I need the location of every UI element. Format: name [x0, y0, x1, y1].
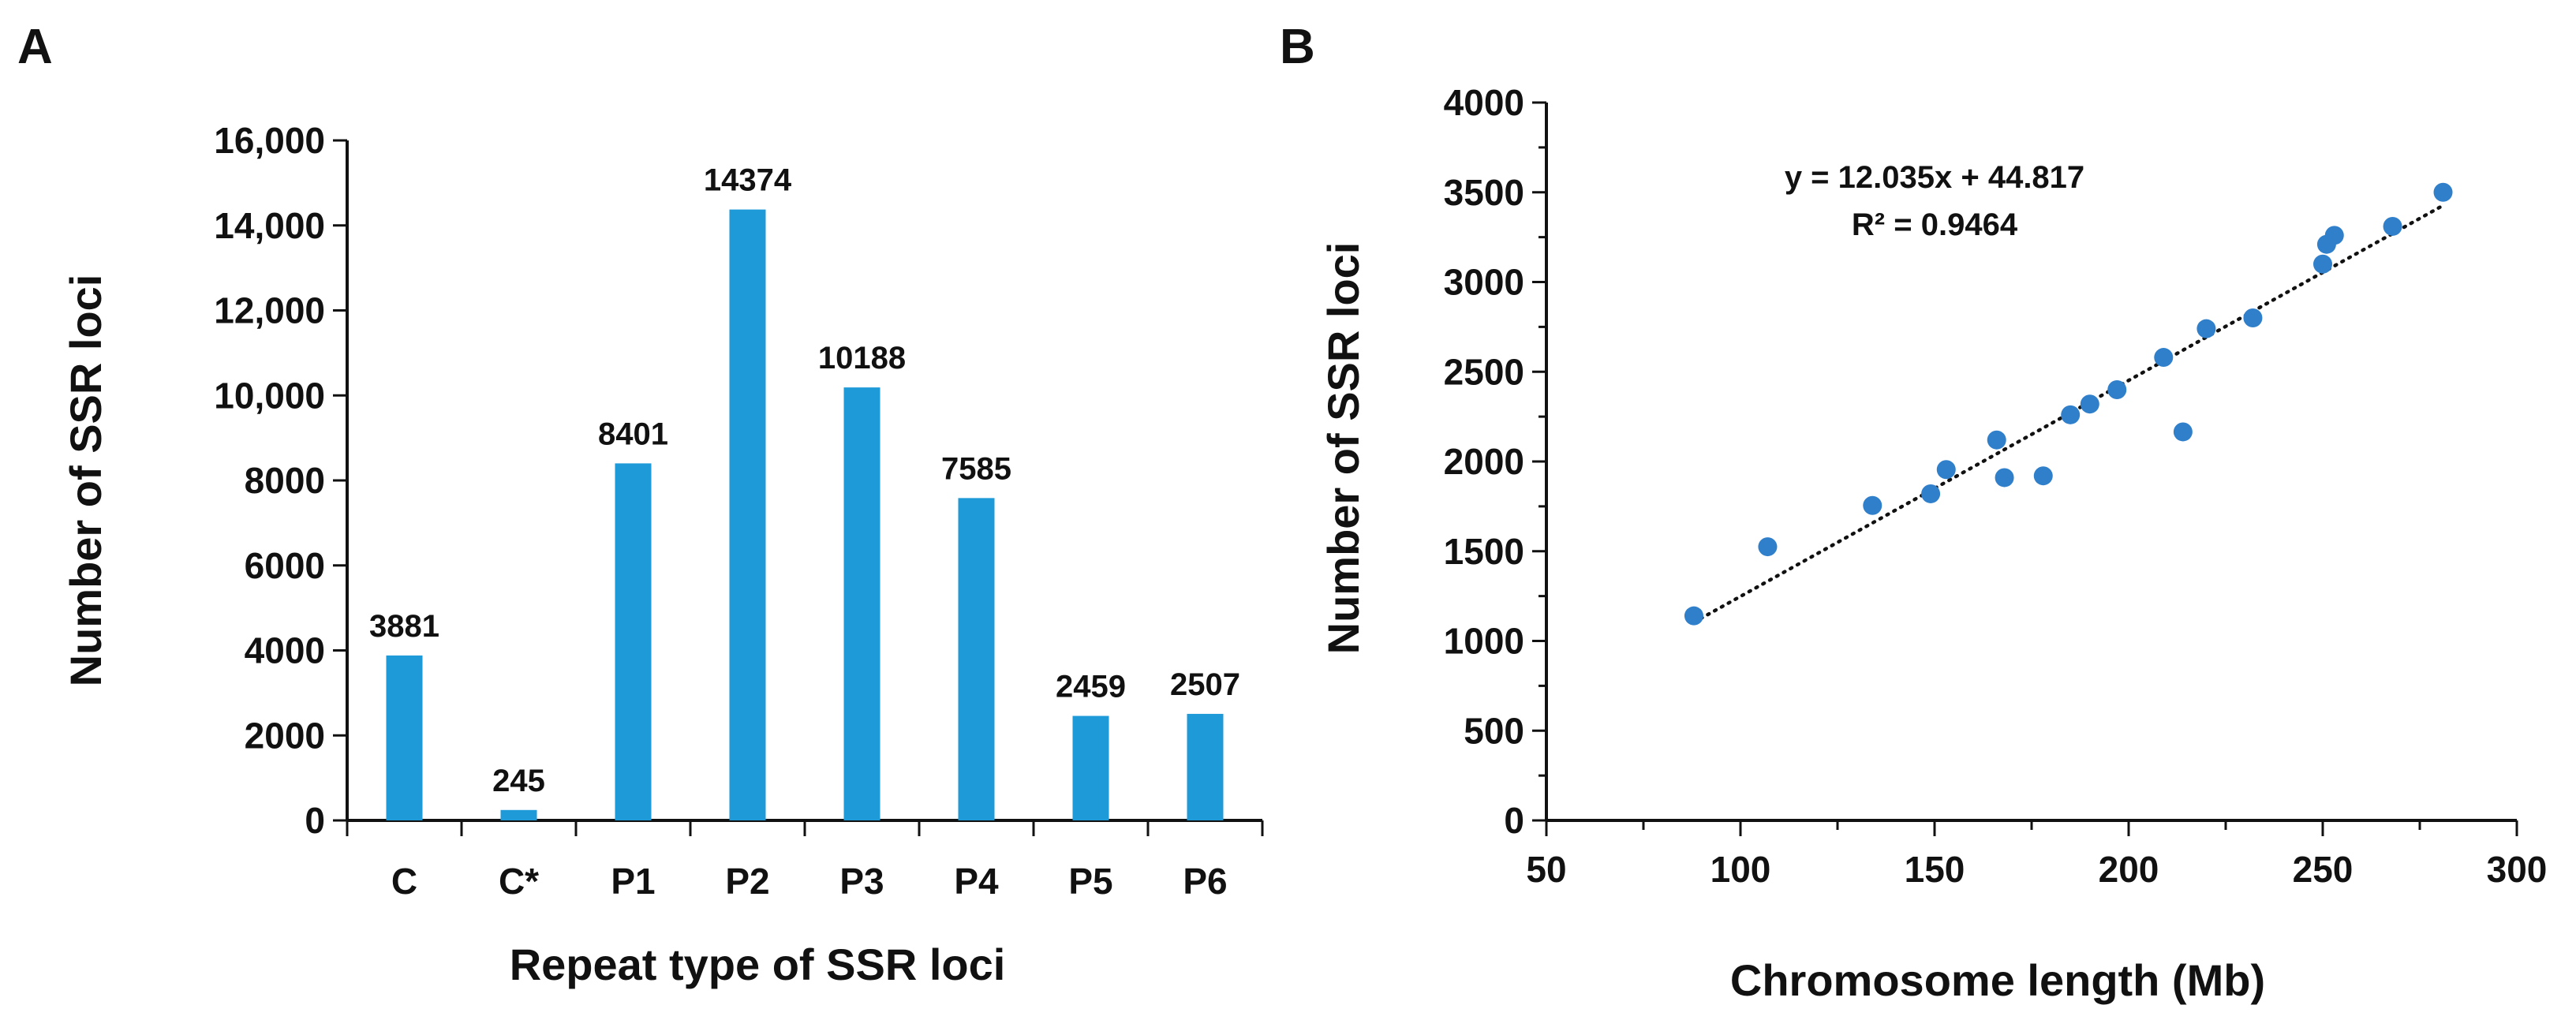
scatter-point	[2383, 216, 2402, 236]
y-tick-label-a: 14,000	[214, 205, 325, 246]
bar	[1072, 715, 1109, 820]
scatter-point	[1987, 430, 2006, 450]
x-axis-title-b: Chromosome length (Mb)	[1730, 955, 2265, 1005]
bar-value-label: 2507	[1170, 667, 1240, 702]
bar-chart-panel-a: A 0 2000 4000 6000 8000 10,000 12,000 14,000 16,…	[17, 20, 1264, 989]
x-ticks-b: 50 100 150 200 250 300	[1526, 820, 2547, 890]
scatter-points	[1684, 182, 2453, 626]
x-tick-label-a: P6	[1183, 861, 1227, 902]
bar-value-label: 8401	[598, 417, 668, 451]
scatter-point	[1921, 484, 1941, 503]
bar	[1187, 713, 1224, 820]
scatter-point	[2197, 319, 2216, 338]
bar-value-label: 3881	[369, 609, 439, 644]
r-squared-label: R² = 0.9464	[1852, 207, 2018, 242]
x-axis-title-a: Repeat type of SSR loci	[510, 940, 1006, 989]
x-tick-label-b: 250	[2293, 849, 2354, 890]
scatter-point	[1684, 606, 1703, 626]
scatter-point	[2033, 466, 2053, 486]
bar-value-label: 7585	[941, 451, 1011, 486]
x-ticks-a: C C* P1 P2 P3 P4 P5 P6	[346, 820, 1264, 902]
y-tick-label-a: 6000	[245, 545, 325, 586]
panel-letter-a: A	[17, 20, 53, 74]
scatter-point	[2324, 226, 2344, 245]
y-tick-label-b: 4000	[1444, 82, 1524, 123]
y-tick-label-a: 2000	[245, 715, 325, 756]
x-tick-label-b: 150	[1905, 849, 1965, 890]
x-tick-label-b: 300	[2487, 849, 2548, 890]
scatter-point	[1995, 468, 2014, 488]
bar	[843, 387, 880, 821]
scatter-point	[2433, 182, 2453, 202]
data-labels-a: 3881 245 8401 14374 10188 7585 2459 2507	[369, 163, 1240, 798]
bar	[615, 463, 652, 820]
scatter-chart-panel-b: B 0 500 1000 1500 2000 2500 3000 3500 4000 50 100…	[1280, 20, 2547, 1005]
bar-value-label: 14374	[704, 163, 792, 198]
y-axis-title-b: Number of SSR loci	[1318, 242, 1368, 655]
bar-value-label: 2459	[1056, 670, 1126, 704]
y-tick-label-b: 0	[1504, 800, 1524, 841]
y-tick-label-a: 4000	[245, 630, 325, 671]
y-ticks-a: 0 2000 4000 6000 8000 10,000 12,000 14,000 16,00…	[214, 120, 347, 841]
bar-value-label: 10188	[818, 341, 906, 375]
trendline-equation: y = 12.035x + 44.817	[1785, 160, 2084, 195]
scatter-point	[1936, 460, 1956, 480]
y-axis-title-a: Number of SSR loci	[61, 275, 110, 687]
x-tick-label-a: P3	[839, 861, 884, 902]
scatter-point	[1863, 495, 1882, 515]
x-tick-label-b: 50	[1526, 849, 1566, 890]
x-tick-label-a: C*	[499, 861, 539, 902]
bar	[958, 498, 995, 820]
bar-value-label: 245	[492, 764, 545, 798]
y-tick-label-b: 500	[1464, 710, 1524, 751]
y-tick-label-b: 1500	[1444, 531, 1524, 572]
y-tick-label-a: 0	[305, 800, 325, 841]
scatter-point	[2154, 348, 2174, 368]
bars-a	[386, 209, 1224, 821]
y-tick-label-b: 3500	[1444, 172, 1524, 213]
bar	[729, 209, 766, 821]
scatter-point	[2173, 422, 2193, 442]
bar	[386, 655, 423, 820]
y-tick-label-b: 2500	[1444, 351, 1524, 392]
x-tick-label-b: 100	[1710, 849, 1771, 890]
x-tick-label-a: P1	[611, 861, 655, 902]
scatter-point	[2080, 394, 2099, 414]
y-tick-label-a: 16,000	[214, 120, 325, 161]
x-tick-label-a: P4	[954, 861, 999, 902]
y-ticks-b: 0 500 1000 1500 2000 2500 3000 3500 4000	[1444, 82, 1546, 841]
x-tick-label-a: C	[391, 861, 417, 902]
x-tick-label-a: P5	[1068, 861, 1112, 902]
scatter-point	[1758, 537, 1778, 557]
panel-letter-b: B	[1280, 20, 1315, 74]
scatter-point	[2313, 254, 2332, 274]
y-tick-label-b: 3000	[1444, 262, 1524, 303]
y-tick-label-a: 8000	[245, 460, 325, 501]
y-tick-label-b: 1000	[1444, 621, 1524, 662]
x-tick-label-b: 200	[2099, 849, 2159, 890]
x-tick-label-a: P2	[725, 861, 769, 902]
scatter-point	[2243, 308, 2263, 327]
scatter-point	[2061, 405, 2081, 424]
y-tick-label-b: 2000	[1444, 441, 1524, 482]
y-tick-label-a: 12,000	[214, 290, 325, 331]
y-tick-label-a: 10,000	[214, 375, 325, 416]
bar	[500, 809, 537, 820]
scatter-point	[2107, 380, 2127, 399]
